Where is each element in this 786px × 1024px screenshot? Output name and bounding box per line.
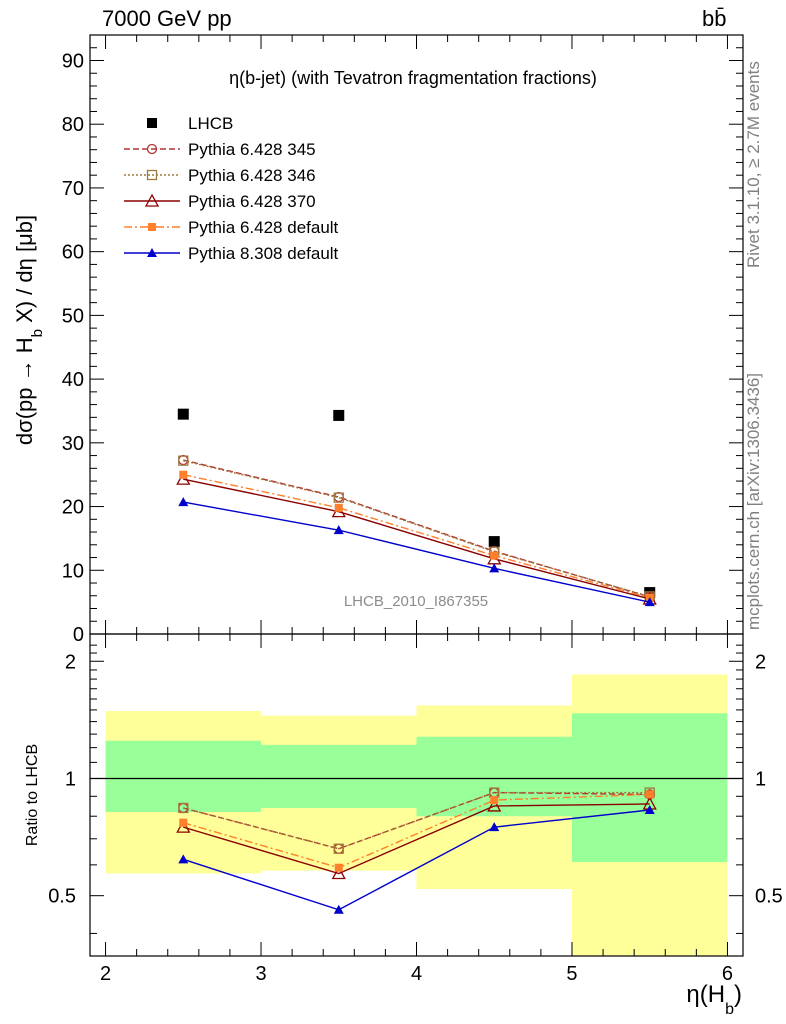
band-inner-bin <box>105 740 262 813</box>
ratio-y-tick-label: 2 <box>65 651 76 673</box>
y-tick-label: 90 <box>62 50 84 72</box>
legend-marker-pdef <box>148 223 156 231</box>
band-inner-bin <box>261 744 417 808</box>
y-axis-label: dσ(pp → Hb X) / dη [μb] <box>12 215 46 445</box>
ratio-point-pdef <box>334 863 343 872</box>
band-inner-bin <box>416 736 572 817</box>
y-tick-label: 30 <box>62 433 84 455</box>
header-left-label: 7000 GeV pp <box>102 6 232 31</box>
ratio-point-p346 <box>178 802 189 814</box>
ratio-y-tick-label: 0.5 <box>48 886 76 908</box>
legend-marker-p370 <box>144 193 160 207</box>
data-point-p8 <box>644 597 655 607</box>
ratio-point-p370 <box>331 866 346 880</box>
data-point-p8 <box>333 525 344 535</box>
legend-marker-p346 <box>146 169 158 181</box>
ratio-y-tick-label-right: 2 <box>755 651 766 673</box>
ratio-line-p346 <box>183 791 650 850</box>
series-line-p370 <box>183 478 650 600</box>
ratio-y-tick-label-right: 1 <box>755 768 766 790</box>
x-tick-label: 5 <box>566 963 577 985</box>
y-tick-label: 60 <box>62 242 84 264</box>
data-point-data <box>333 409 345 421</box>
series-line-pdef <box>183 474 650 599</box>
ratio-point-pdef <box>490 796 499 805</box>
data-point-p346 <box>333 492 344 503</box>
y-tick-label: 0 <box>73 624 84 646</box>
x-tick-label: 3 <box>255 963 266 985</box>
legend-label-p346: Pythia 6.428 346 <box>188 166 316 185</box>
y-tick-label: 10 <box>62 560 84 582</box>
ratio-point-pdef <box>179 818 188 827</box>
y-tick-label: 50 <box>62 305 84 327</box>
legend-marker-data <box>147 118 157 128</box>
analysis-watermark: LHCB_2010_I867355 <box>344 593 488 610</box>
y-tick-label: 40 <box>62 369 84 391</box>
ratio-point-p346 <box>333 843 344 854</box>
legend-label-pdef: Pythia 6.428 default <box>188 218 339 237</box>
data-point-p8 <box>178 497 189 507</box>
legend-label-data: LHCB <box>188 114 233 133</box>
data-point-p346 <box>178 455 189 466</box>
data-point-pdef <box>179 470 188 479</box>
data-point-data <box>488 536 500 548</box>
legend-marker-p345 <box>146 143 158 155</box>
data-point-p8 <box>489 563 500 573</box>
y-tick-label: 20 <box>62 497 84 519</box>
data-point-pdef <box>490 551 499 560</box>
header-right-label: bb̄ <box>702 6 727 31</box>
ratio-y-axis-label: Ratio to LHCB <box>24 744 41 846</box>
ratio-line-p8 <box>183 809 650 911</box>
ratio-y-tick-label: 1 <box>65 768 76 790</box>
data-point-data <box>177 408 189 420</box>
x-tick-label: 4 <box>411 963 422 985</box>
ratio-y-tick-label-right: 0.5 <box>755 886 783 908</box>
ratio-point-p8 <box>333 904 344 914</box>
main-panel: 0 10 20 30 40 50 60 70 80 90 dσ(pp → Hb X) / dη [μ… <box>12 34 744 646</box>
ratio-point-p8 <box>644 804 655 814</box>
x-tick-label: 2 <box>100 963 111 985</box>
ratio-line-p345 <box>183 791 650 850</box>
legend-label-p370: Pythia 6.428 370 <box>188 192 316 211</box>
plot-title: η(b-jet) (with Tevatron fragmentation fr… <box>229 68 597 88</box>
ratio-point-pdef <box>645 790 654 799</box>
ratio-line-pdef <box>183 793 650 869</box>
legend-marker-p8 <box>147 248 157 257</box>
x-tick-label: 6 <box>722 963 733 985</box>
series-line-p346 <box>183 459 650 598</box>
series-line-p8 <box>183 501 650 603</box>
y-tick-label: 80 <box>62 114 84 136</box>
ratio-point-p370 <box>487 798 502 812</box>
ratio-point-p8 <box>489 822 500 832</box>
ratio-panel: 0.5 0.5 1 1 2 2 2 3 4 5 6 Ratio to LHCB η(Hb) <box>24 633 783 1018</box>
x-axis-label: η(Hb) <box>686 981 742 1018</box>
legend: LHCB Pythia 6.428 345 Pythia 6.428 346 Pyth… <box>124 114 339 263</box>
ratio-line-p370 <box>183 803 650 875</box>
legend-label-p8: Pythia 8.308 default <box>188 244 339 263</box>
legend-label-p345: Pythia 6.428 345 <box>188 140 316 159</box>
data-point-pdef <box>334 503 343 512</box>
ratio-point-p8 <box>178 854 189 864</box>
y-tick-label: 70 <box>62 178 84 200</box>
